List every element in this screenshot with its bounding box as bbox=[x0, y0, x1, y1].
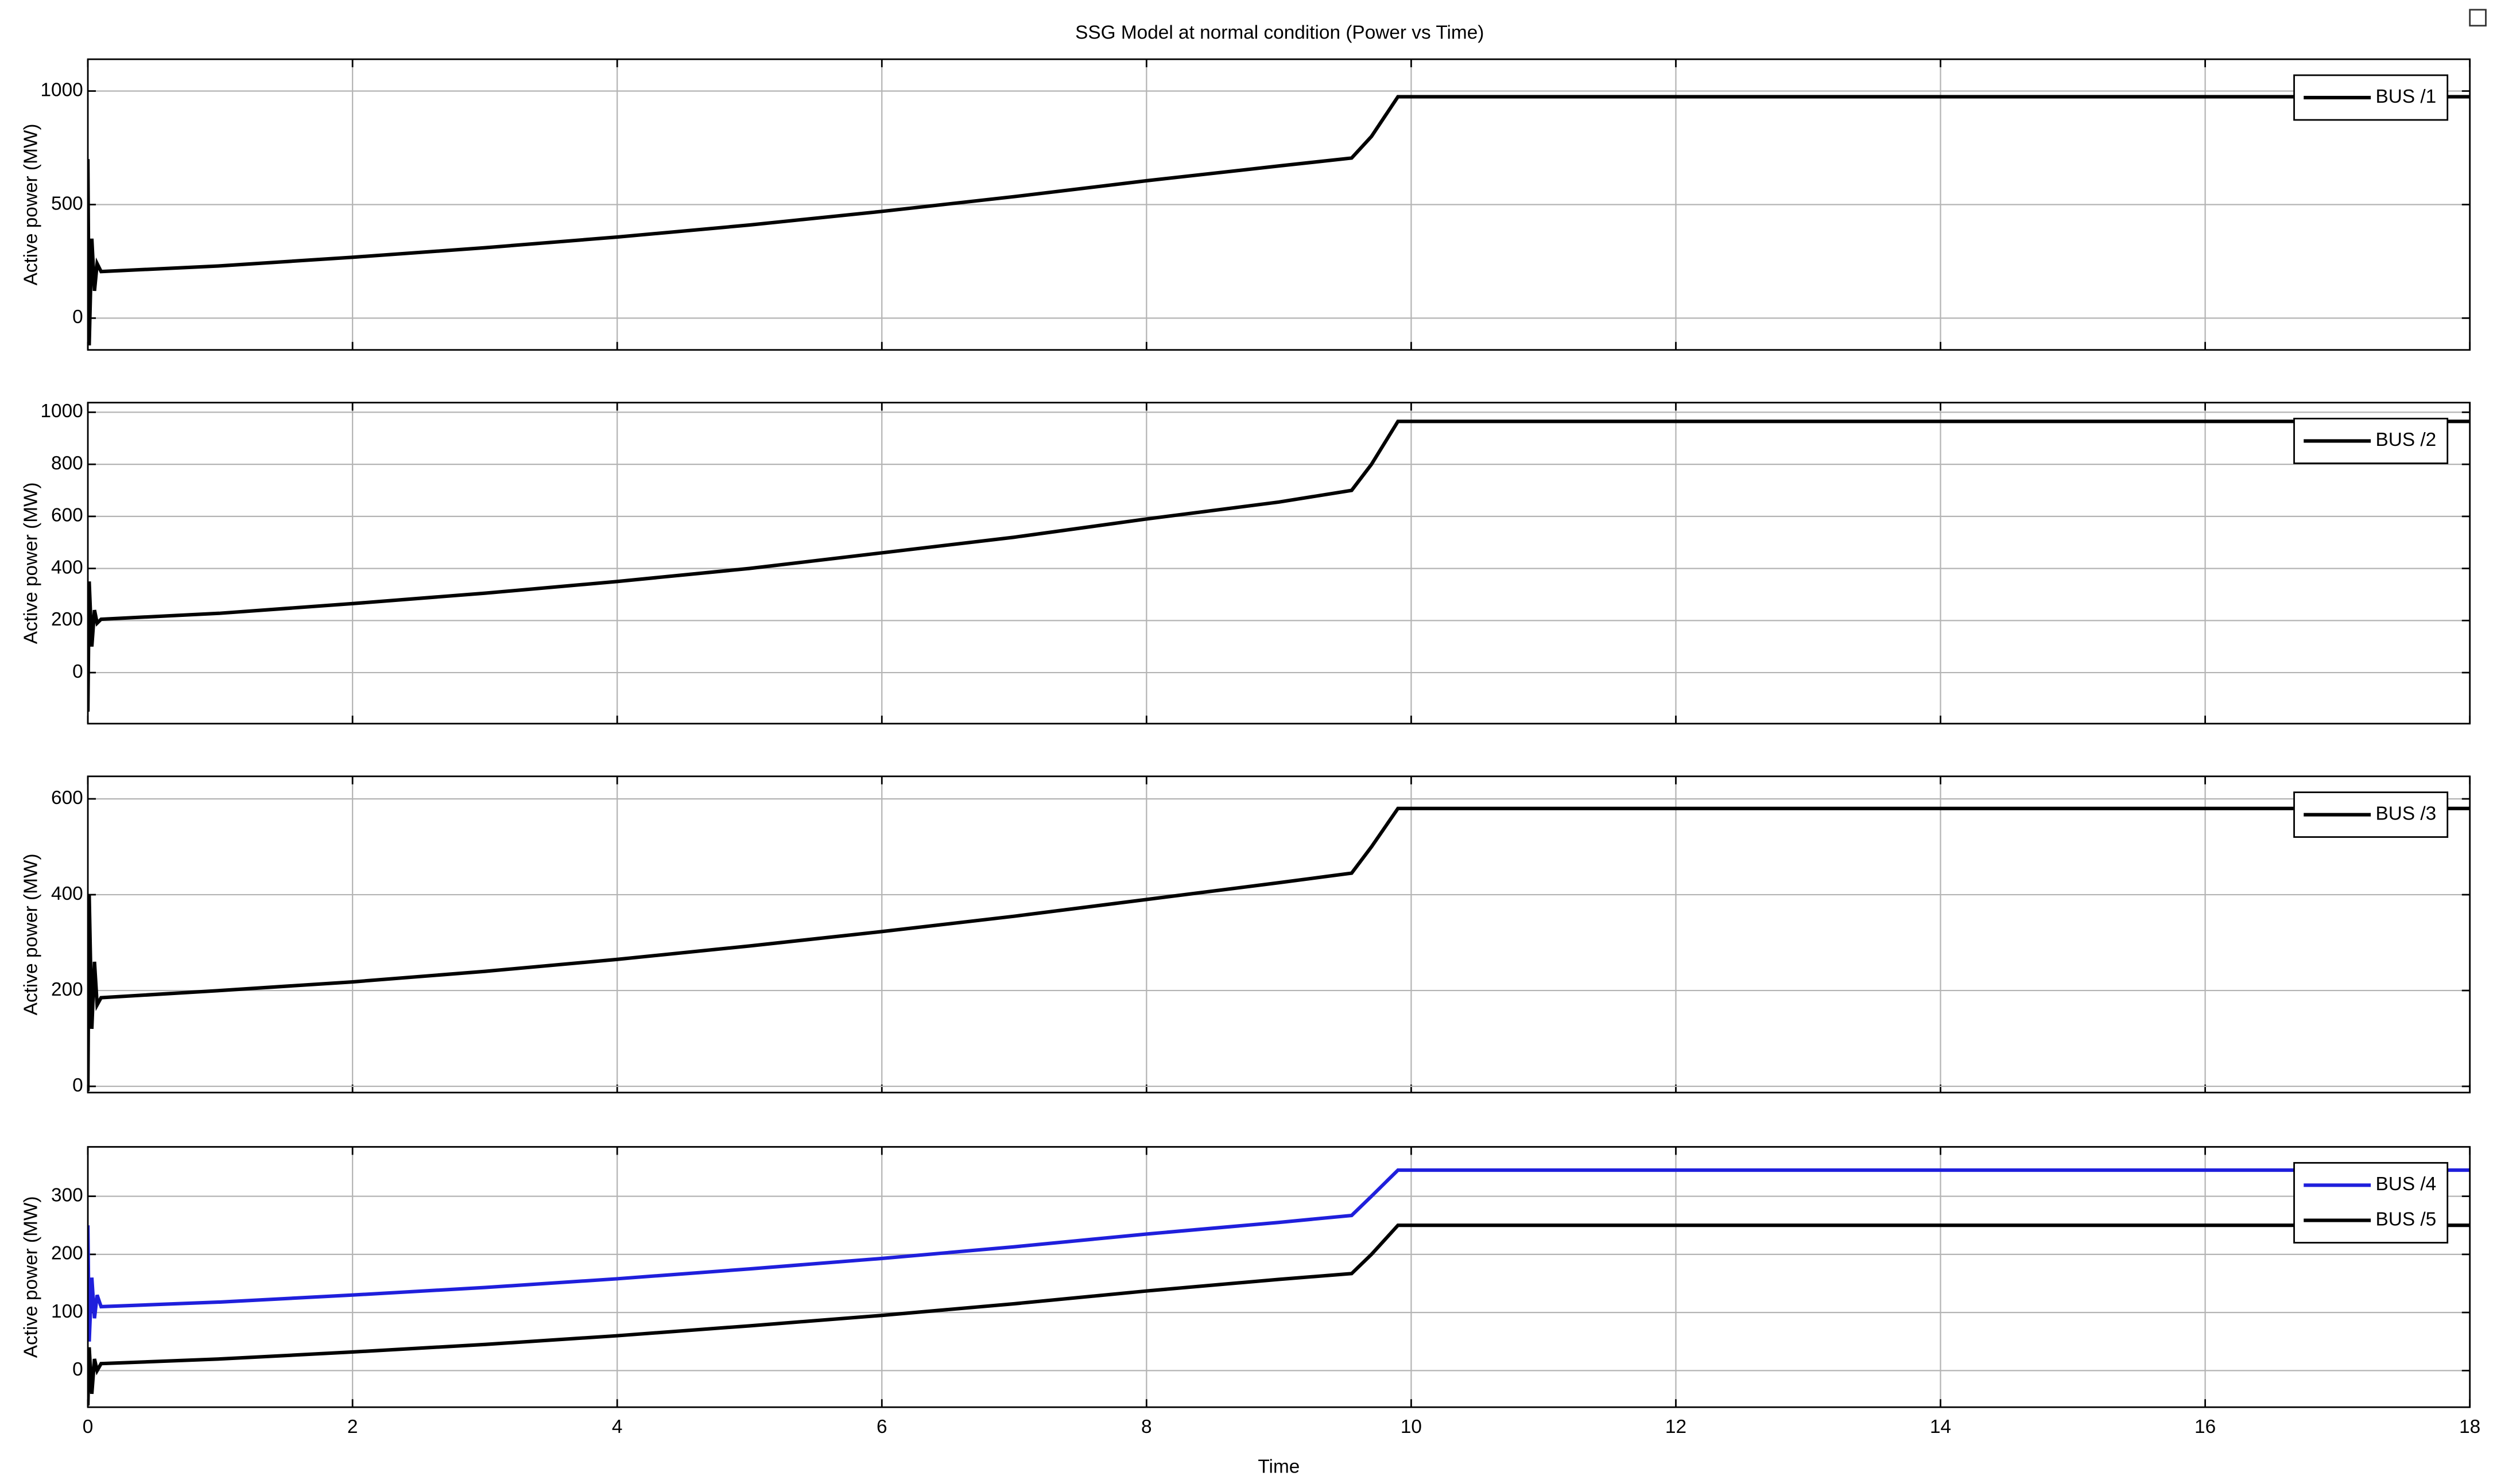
x-tick-label: 14 bbox=[1930, 1416, 1951, 1438]
y-tick-label: 200 bbox=[51, 609, 83, 630]
y-tick-label: 200 bbox=[51, 1243, 83, 1264]
plot-frame bbox=[87, 775, 2471, 1094]
legend-box bbox=[2293, 1161, 2449, 1244]
y-tick-label: 0 bbox=[72, 306, 83, 328]
legend-label: BUS /2 bbox=[2375, 429, 2436, 450]
plot-frame bbox=[87, 58, 2471, 351]
y-tick-label: 0 bbox=[72, 1359, 83, 1380]
y-axis-label: Active power (MW) bbox=[20, 124, 41, 286]
plot-frame bbox=[87, 402, 2471, 725]
data-line bbox=[88, 419, 2470, 712]
data-line bbox=[88, 1168, 2470, 1342]
x-tick-label: 6 bbox=[877, 1416, 887, 1438]
y-tick-label: 0 bbox=[72, 661, 83, 682]
data-line bbox=[88, 1223, 2470, 1406]
y-axis-label: Active power (MW) bbox=[20, 482, 41, 644]
y-tick-label: 200 bbox=[51, 979, 83, 1000]
undock-icon[interactable] bbox=[2469, 9, 2487, 27]
y-tick-label: 300 bbox=[51, 1184, 83, 1206]
plot-frame bbox=[87, 1146, 2471, 1408]
legend-label: BUS /3 bbox=[2375, 803, 2436, 824]
y-tick-label: 400 bbox=[51, 557, 83, 578]
y-tick-label: 400 bbox=[51, 883, 83, 904]
legend-label: BUS /4 bbox=[2375, 1174, 2436, 1195]
x-tick-label: 10 bbox=[1401, 1416, 1422, 1438]
y-axis-label: Active power (MW) bbox=[20, 853, 41, 1015]
y-tick-label: 1000 bbox=[40, 79, 83, 100]
y-tick-label: 100 bbox=[51, 1301, 83, 1322]
x-tick-label: 4 bbox=[612, 1416, 623, 1438]
legend-label: BUS /5 bbox=[2375, 1209, 2436, 1230]
y-tick-label: 800 bbox=[51, 453, 83, 474]
y-tick-label: 600 bbox=[51, 787, 83, 809]
y-tick-label: 600 bbox=[51, 505, 83, 526]
x-axis-label: Time bbox=[1258, 1456, 1300, 1478]
plot-area bbox=[88, 776, 2470, 1093]
x-tick-label: 0 bbox=[83, 1416, 94, 1438]
x-tick-label: 16 bbox=[2194, 1416, 2216, 1438]
x-tick-label: 18 bbox=[2459, 1416, 2480, 1438]
legend-label: BUS /1 bbox=[2375, 86, 2436, 107]
plot-area bbox=[88, 402, 2470, 724]
data-line bbox=[88, 95, 2470, 345]
y-tick-label: 500 bbox=[51, 193, 83, 214]
plot-area bbox=[88, 1147, 2470, 1408]
x-tick-label: 8 bbox=[1141, 1416, 1152, 1438]
data-line bbox=[88, 806, 2470, 1091]
y-tick-label: 1000 bbox=[40, 401, 83, 422]
x-tick-label: 12 bbox=[1665, 1416, 1686, 1438]
y-axis-label: Active power (MW) bbox=[20, 1196, 41, 1358]
y-tick-label: 0 bbox=[72, 1075, 83, 1096]
figure-title: SSG Model at normal condition (Power vs … bbox=[1075, 22, 1484, 44]
x-tick-label: 2 bbox=[347, 1416, 358, 1438]
